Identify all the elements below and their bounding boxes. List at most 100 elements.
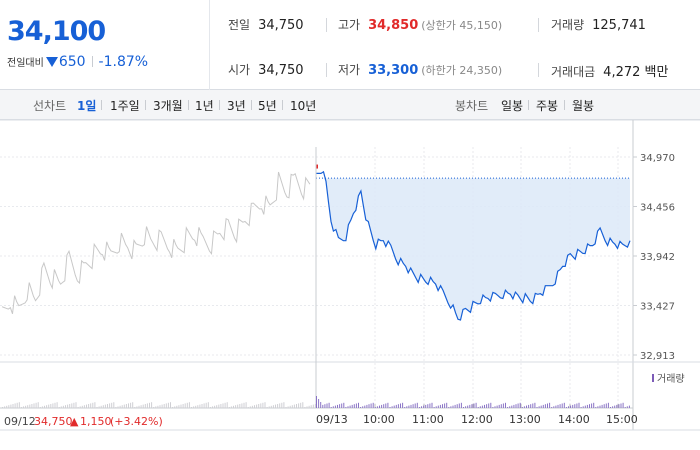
volume-bar-prev	[117, 406, 119, 408]
volume-bar-prev	[31, 404, 33, 408]
volume-bar-today	[330, 407, 332, 408]
volume-bar-prev	[29, 404, 31, 408]
volume-bar-today	[395, 404, 397, 408]
volume-bar-today	[473, 403, 475, 408]
volume-bar-today	[475, 402, 477, 408]
volume-bar-prev	[35, 402, 37, 408]
volume-bar-today	[456, 404, 458, 408]
volume-bar-today	[322, 404, 324, 408]
up-triangle-icon: ▲	[70, 415, 79, 428]
volume-bar-today	[557, 404, 559, 408]
volume-bar-prev	[312, 404, 314, 408]
volume-bar-prev	[98, 406, 100, 408]
volume-bar-prev	[300, 402, 302, 408]
volume-bar-today	[334, 405, 336, 408]
volume-bar-prev	[125, 404, 127, 408]
volume-bar-today	[465, 406, 467, 408]
volume-bar-prev	[130, 402, 132, 408]
change-amount: 650	[58, 54, 86, 70]
volume-bar-today	[509, 406, 511, 408]
divider	[145, 100, 146, 110]
volume-bar-prev	[134, 407, 136, 408]
volume-bar-today	[479, 406, 481, 408]
tab-3y[interactable]: 3년	[227, 99, 246, 113]
volume-bar-today	[402, 402, 404, 408]
volume-bar-prev	[46, 405, 48, 408]
volume-bar-today	[326, 403, 328, 408]
volume-legend: 거래량	[657, 373, 685, 385]
volume-bar-prev	[293, 404, 295, 408]
volume-bar-today	[582, 406, 584, 408]
volume-bar-today	[626, 406, 628, 408]
volume-bar-today	[339, 404, 341, 408]
below-reference-fill	[316, 178, 630, 320]
intraday-price-chart: 34,970 34,456 33,942 33,427 32,913 09/13 10:0…	[0, 120, 700, 431]
volume-bar-today	[502, 403, 504, 408]
volume-bar-prev	[197, 405, 199, 408]
volume-bar-today	[599, 405, 601, 408]
volume-bar-prev	[113, 402, 115, 408]
volume-bar-prev	[285, 407, 287, 408]
volume-bar-today	[347, 406, 349, 408]
volume-bar-prev	[44, 405, 45, 408]
volume-bar-today	[431, 402, 433, 408]
volume-bar-today	[383, 404, 385, 408]
volume-bar-prev	[71, 403, 73, 408]
volume-bar-prev	[222, 403, 224, 408]
x-tick-label: 10:00	[363, 413, 395, 426]
volume-bar-today	[618, 404, 620, 408]
tab-3m[interactable]: 3개월	[153, 99, 183, 113]
volume-bar-prev	[239, 404, 241, 408]
volume-bar-today	[364, 405, 366, 408]
volume-bar-prev	[256, 404, 258, 408]
volume-bar-today	[442, 404, 443, 408]
volume-bar-prev	[193, 406, 195, 408]
price-box: 34,100 전일대비 650 -1.87%	[0, 0, 210, 90]
volume-bar-prev	[92, 402, 94, 408]
volume-bar-prev	[50, 404, 52, 408]
volume-bar-today	[360, 407, 362, 408]
volume-bar-today	[523, 406, 525, 408]
volume-bar-prev	[2, 407, 3, 408]
down-triangle-icon	[45, 57, 58, 67]
volume-bar-today	[454, 404, 456, 408]
y-tick-label: 32,913	[640, 351, 675, 362]
volume-bar-prev	[109, 403, 111, 408]
volume-bar-prev	[69, 404, 71, 408]
tab-1y[interactable]: 1년	[195, 99, 214, 113]
volume-bar-prev	[180, 404, 182, 408]
volume-bar-prev	[20, 407, 22, 408]
volume-bar-today	[614, 405, 616, 408]
volume-bar-prev	[195, 405, 197, 408]
tab-monthly[interactable]: 월봉	[572, 99, 595, 113]
tab-10y[interactable]: 10년	[290, 99, 317, 113]
volume-bar-prev	[146, 403, 148, 408]
tab-5y[interactable]: 5년	[258, 99, 277, 113]
volume-bar-today	[484, 404, 485, 408]
volume-bar-today	[448, 407, 450, 408]
volume-bar-today	[578, 402, 580, 408]
volume-bar-today	[553, 406, 555, 408]
volume-bar-today	[368, 404, 370, 408]
y-tick-label: 34,970	[640, 153, 675, 164]
volume-bar-today	[580, 407, 582, 408]
volume-bar-prev	[251, 405, 253, 408]
volume-bar-prev	[136, 406, 138, 408]
volume-bars	[2, 396, 630, 408]
tab-weekly[interactable]: 주봉	[536, 99, 559, 113]
volume-bar-today	[528, 404, 530, 408]
tab-1w[interactable]: 1주일	[110, 99, 140, 113]
volume-bar-today	[597, 406, 599, 408]
volume-bar-today	[574, 404, 576, 408]
tab-daily[interactable]: 일봉	[501, 99, 524, 113]
volume-bar-prev	[12, 404, 14, 408]
volume-bar-today	[376, 406, 378, 408]
volume-bar-today	[437, 405, 439, 408]
volume-bar-prev	[104, 404, 106, 408]
volume-bar-prev	[10, 404, 12, 408]
tab-1d[interactable]: 1일	[77, 99, 97, 113]
divider	[564, 100, 565, 110]
stat-low: 저가 33,300 (하한가 24,350)	[338, 63, 503, 78]
volume-bar-prev	[151, 402, 153, 408]
volume-bar-prev	[37, 402, 39, 408]
